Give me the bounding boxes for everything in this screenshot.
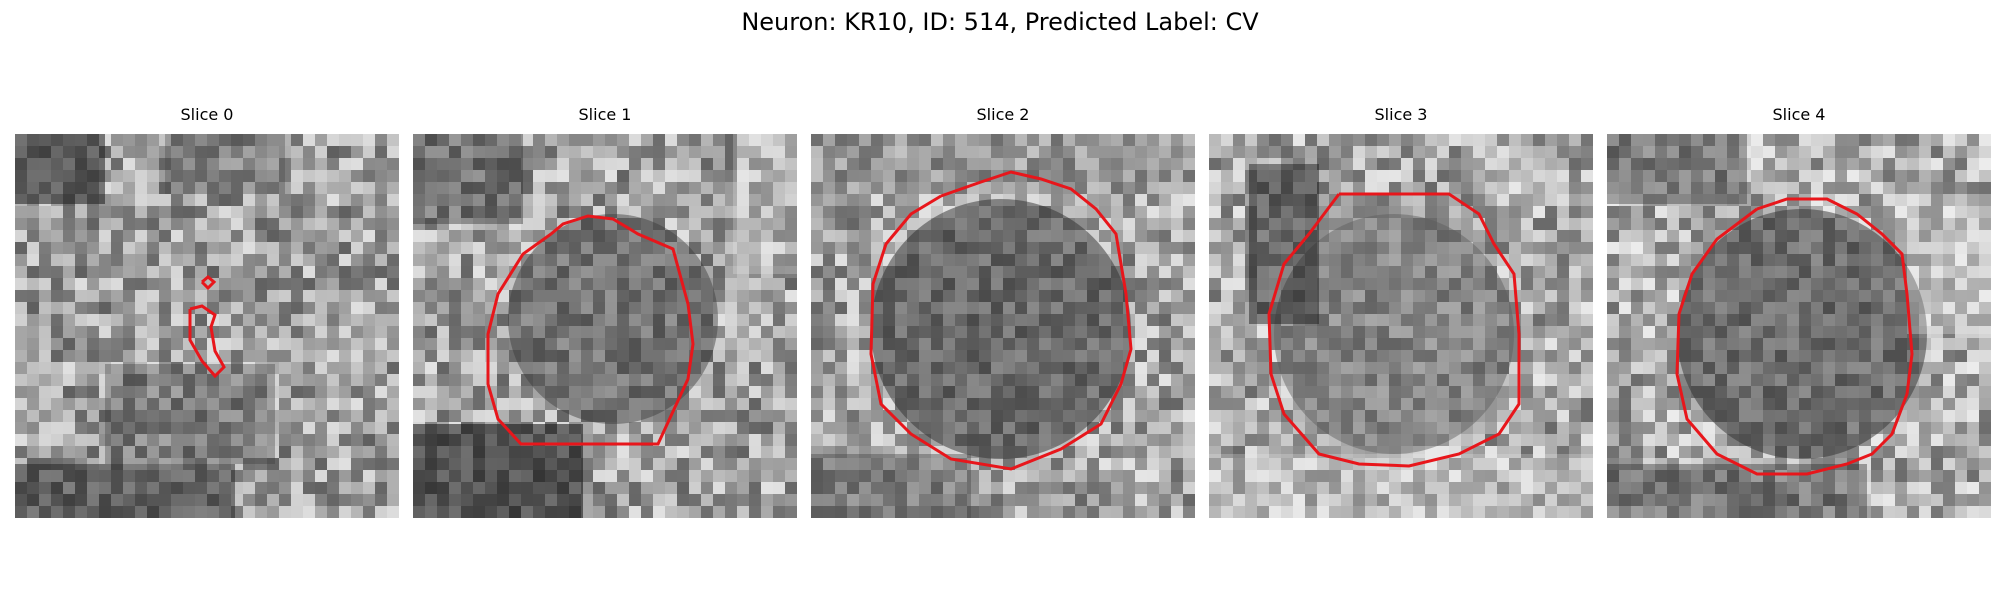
slice-contour-0 [200,275,217,291]
slice-image-svg-0 [15,134,399,518]
slice-image-svg-3 [1209,134,1593,518]
figure-title: Neuron: KR10, ID: 514, Predicted Label: … [741,8,1259,36]
slice-contour-3 [1267,192,1521,468]
slice-image-svg-2 [811,134,1195,518]
pixel-grid-1 [413,134,797,518]
slice-image-svg-4 [1607,134,1991,518]
slice-image-3 [1209,134,1593,518]
slice-contour-2 [869,170,1133,471]
pixel-grid-3 [1209,134,1593,518]
slice-image-svg-1 [413,134,797,518]
slice-title-4: Slice 4 [1772,105,1826,124]
slice-image-2 [811,134,1195,518]
slice-contour-1 [486,214,695,446]
slice-image-4 [1607,134,1991,518]
slice-title-1: Slice 1 [578,105,632,124]
slice-contour-0b [188,304,226,379]
slice-title-0: Slice 0 [180,105,234,124]
slice-image-0 [15,134,399,518]
slice-image-1 [413,134,797,518]
slice-contour-4 [1675,197,1914,476]
slice-title-2: Slice 2 [976,105,1030,124]
slice-title-3: Slice 3 [1374,105,1428,124]
